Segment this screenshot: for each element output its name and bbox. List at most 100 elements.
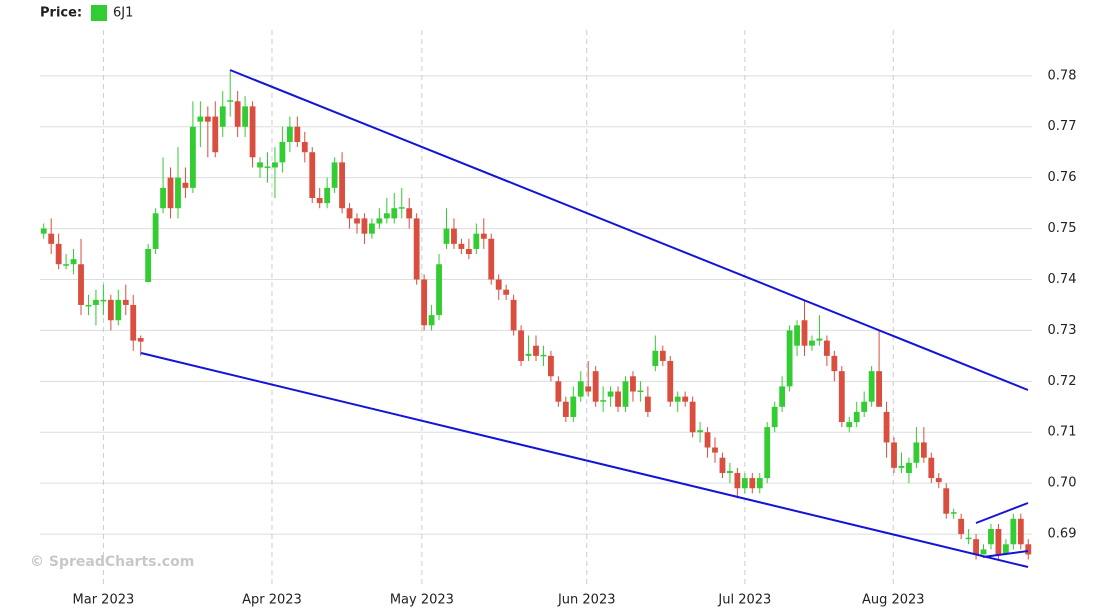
- trendline: [229, 69, 1029, 391]
- candle-body: [100, 299, 107, 302]
- candle-body: [995, 528, 1002, 555]
- candle-body: [958, 518, 965, 535]
- candle-body: [122, 299, 129, 305]
- trendlines: [140, 69, 1029, 568]
- candle-body: [771, 406, 778, 428]
- candle-body: [965, 537, 972, 540]
- candle-body: [585, 386, 592, 392]
- candle-body: [861, 401, 868, 412]
- y-tick-label: 0.77: [1048, 119, 1077, 134]
- y-tick-label: 0.74: [1048, 272, 1077, 287]
- y-tick-label: 0.78: [1048, 68, 1077, 83]
- candle-body: [920, 442, 927, 458]
- candle-body: [197, 116, 204, 122]
- candle-body: [928, 457, 935, 479]
- candle-body: [458, 243, 465, 249]
- watermark: © SpreadCharts.com: [30, 554, 194, 570]
- candle-body: [600, 400, 607, 402]
- y-tick-label: 0.71: [1048, 425, 1077, 440]
- candle-body: [324, 187, 331, 204]
- candle-body: [749, 478, 756, 489]
- trendline: [982, 550, 1029, 558]
- candle-body: [309, 152, 316, 199]
- candle-body: [130, 304, 137, 341]
- candle-body: [421, 279, 428, 326]
- candle-body: [846, 422, 853, 428]
- candle-body: [294, 126, 301, 143]
- candle-body: [93, 299, 99, 305]
- candle-body: [555, 381, 562, 402]
- candle-body: [383, 213, 390, 219]
- candle-body: [398, 207, 405, 209]
- candle-body: [369, 223, 375, 234]
- candle-body: [592, 371, 599, 402]
- candle-body: [682, 396, 689, 402]
- candle-body: [540, 354, 547, 357]
- candle-body: [510, 299, 517, 331]
- candle-body: [577, 381, 584, 397]
- candle-body: [630, 376, 636, 392]
- candle-body: [756, 478, 763, 489]
- candle-body: [286, 126, 293, 143]
- candle-body: [1002, 544, 1009, 555]
- candle-body: [175, 177, 181, 209]
- candle-body: [988, 528, 994, 545]
- candle-body: [913, 442, 920, 463]
- candle-body: [346, 208, 353, 219]
- candle-body: [689, 401, 696, 433]
- candle-body: [741, 478, 748, 489]
- candle-body: [607, 391, 614, 397]
- candle-body: [674, 396, 681, 402]
- candle-body: [1025, 544, 1032, 555]
- candle-body: [443, 228, 450, 244]
- candle-body: [339, 162, 345, 209]
- candle-body: [436, 264, 442, 316]
- candle-body: [78, 264, 84, 305]
- candle-body: [160, 187, 166, 209]
- x-tick-label: Aug 2023: [862, 593, 925, 608]
- candle-body: [838, 371, 845, 423]
- candles: [40, 70, 1032, 560]
- trendline: [975, 502, 1029, 524]
- candle-body: [227, 100, 234, 102]
- y-tick-label: 0.69: [1048, 527, 1077, 542]
- candle-body: [809, 340, 815, 346]
- candle-body: [764, 427, 771, 479]
- candle-body: [279, 142, 286, 163]
- candle-body: [562, 401, 569, 417]
- candle-body: [107, 299, 114, 321]
- legend-swatch: [91, 5, 107, 21]
- candle-body: [376, 218, 383, 224]
- candle-body: [659, 350, 666, 361]
- candle-body: [63, 264, 70, 266]
- candle-body: [697, 430, 703, 433]
- price-label: Price:: [40, 6, 82, 21]
- candle-body: [712, 447, 718, 453]
- candle-body: [719, 457, 726, 473]
- y-tick-label: 0.76: [1048, 170, 1077, 185]
- candle-body: [212, 116, 219, 153]
- grid: [40, 30, 1032, 585]
- candle-body: [727, 470, 733, 473]
- candle-body: [85, 304, 92, 307]
- candle-body: [652, 350, 659, 367]
- candle-body: [876, 371, 883, 407]
- candle-body: [219, 106, 226, 127]
- candle-body: [242, 106, 249, 127]
- candle-body: [906, 462, 912, 473]
- candle-body: [55, 243, 62, 265]
- candle-body: [167, 177, 174, 209]
- x-tick-label: Apr 2023: [242, 593, 302, 608]
- candle-body: [70, 259, 77, 265]
- candle-body: [935, 478, 942, 483]
- candle-body: [115, 299, 122, 321]
- candle-body: [868, 371, 875, 402]
- candle-body: [257, 162, 263, 168]
- candle-body: [570, 396, 577, 417]
- candle-body: [853, 411, 860, 423]
- candle-body: [331, 162, 338, 188]
- candle-body: [801, 320, 808, 346]
- candle-body: [980, 549, 987, 555]
- candle-body: [973, 539, 979, 555]
